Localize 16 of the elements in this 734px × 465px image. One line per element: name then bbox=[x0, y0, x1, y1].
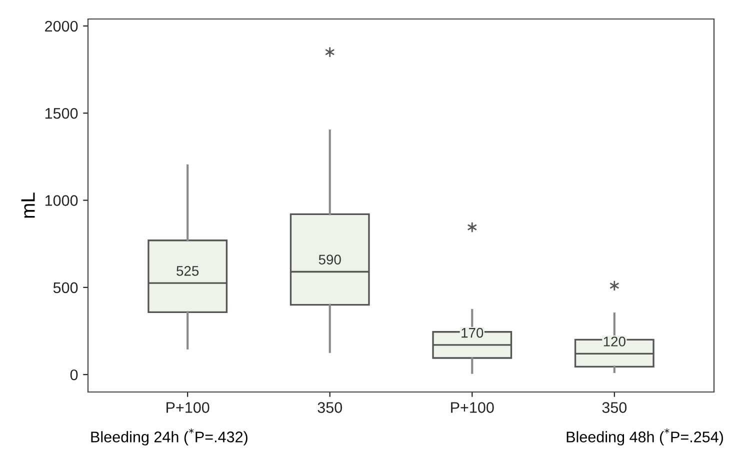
text: 525 bbox=[176, 266, 199, 276]
x-tick-label: 350 bbox=[318, 402, 342, 413]
y-tick-label: 2000 bbox=[45, 20, 78, 32]
y-tick-label: 500 bbox=[53, 282, 78, 294]
x-tick-label: P+100 bbox=[451, 402, 494, 413]
text: 120 bbox=[604, 336, 626, 346]
y-tick-label: 1000 bbox=[45, 195, 78, 206]
text: 590 bbox=[318, 254, 341, 265]
x-tick-label: P+100 bbox=[166, 402, 210, 413]
y-tick-label: 0 bbox=[70, 369, 78, 380]
y-axis-title: mL bbox=[21, 192, 35, 218]
text: Bleeding 48h ($^{*}$P=.254) bbox=[566, 428, 723, 446]
x-tick-label: 350 bbox=[602, 402, 627, 413]
text: 170 bbox=[462, 328, 484, 338]
y-tick-label: 1500 bbox=[45, 108, 78, 119]
text: Bleeding 24h ($^{*}$P=.432) bbox=[91, 428, 248, 446]
